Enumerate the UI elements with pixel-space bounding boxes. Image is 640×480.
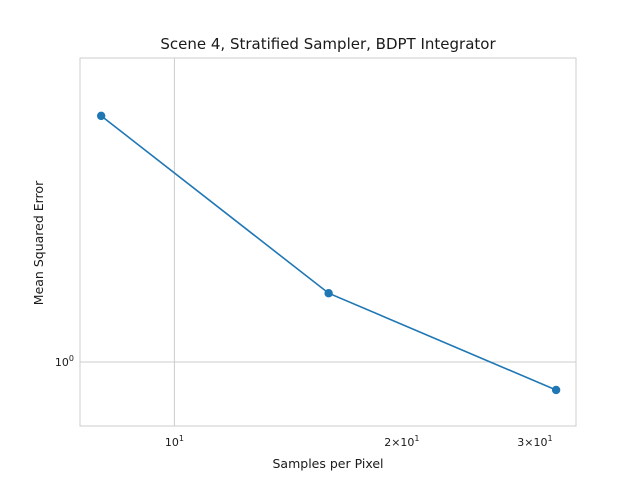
data-point	[324, 289, 333, 298]
x-tick-labels: 101 2×101 3×101	[165, 434, 553, 449]
x-tick-exponent: 1	[179, 434, 184, 443]
x-tick-exponent: 1	[414, 434, 419, 443]
data-point	[551, 385, 561, 395]
series-line	[100, 115, 557, 391]
y-axis-label: Mean Squared Error	[31, 180, 46, 305]
plot-frame	[79, 57, 577, 427]
x-axis-label: Samples per Pixel	[272, 456, 383, 471]
x-tick-base: 10	[165, 436, 179, 449]
x-tick-multiplier: 2×	[384, 436, 400, 449]
x-tick-exponent: 1	[547, 434, 552, 443]
x-tick-base: 10	[400, 436, 414, 449]
x-tick-label: 2×101	[384, 434, 419, 449]
y-tick-base: 10	[55, 356, 69, 369]
y-tick-labels: 100	[55, 354, 74, 369]
data-point	[96, 111, 106, 121]
chart-title: Scene 4, Stratified Sampler, BDPT Integr…	[160, 35, 496, 53]
x-tick-base: 10	[533, 436, 547, 449]
x-tick-label: 101	[165, 434, 184, 449]
series-layer	[96, 111, 561, 395]
x-tick-multiplier: 3×	[517, 436, 533, 449]
x-tick-label: 3×101	[517, 434, 552, 449]
y-tick-exponent: 0	[69, 354, 74, 363]
y-tick-label: 100	[55, 354, 74, 369]
grid-lines	[80, 58, 576, 426]
